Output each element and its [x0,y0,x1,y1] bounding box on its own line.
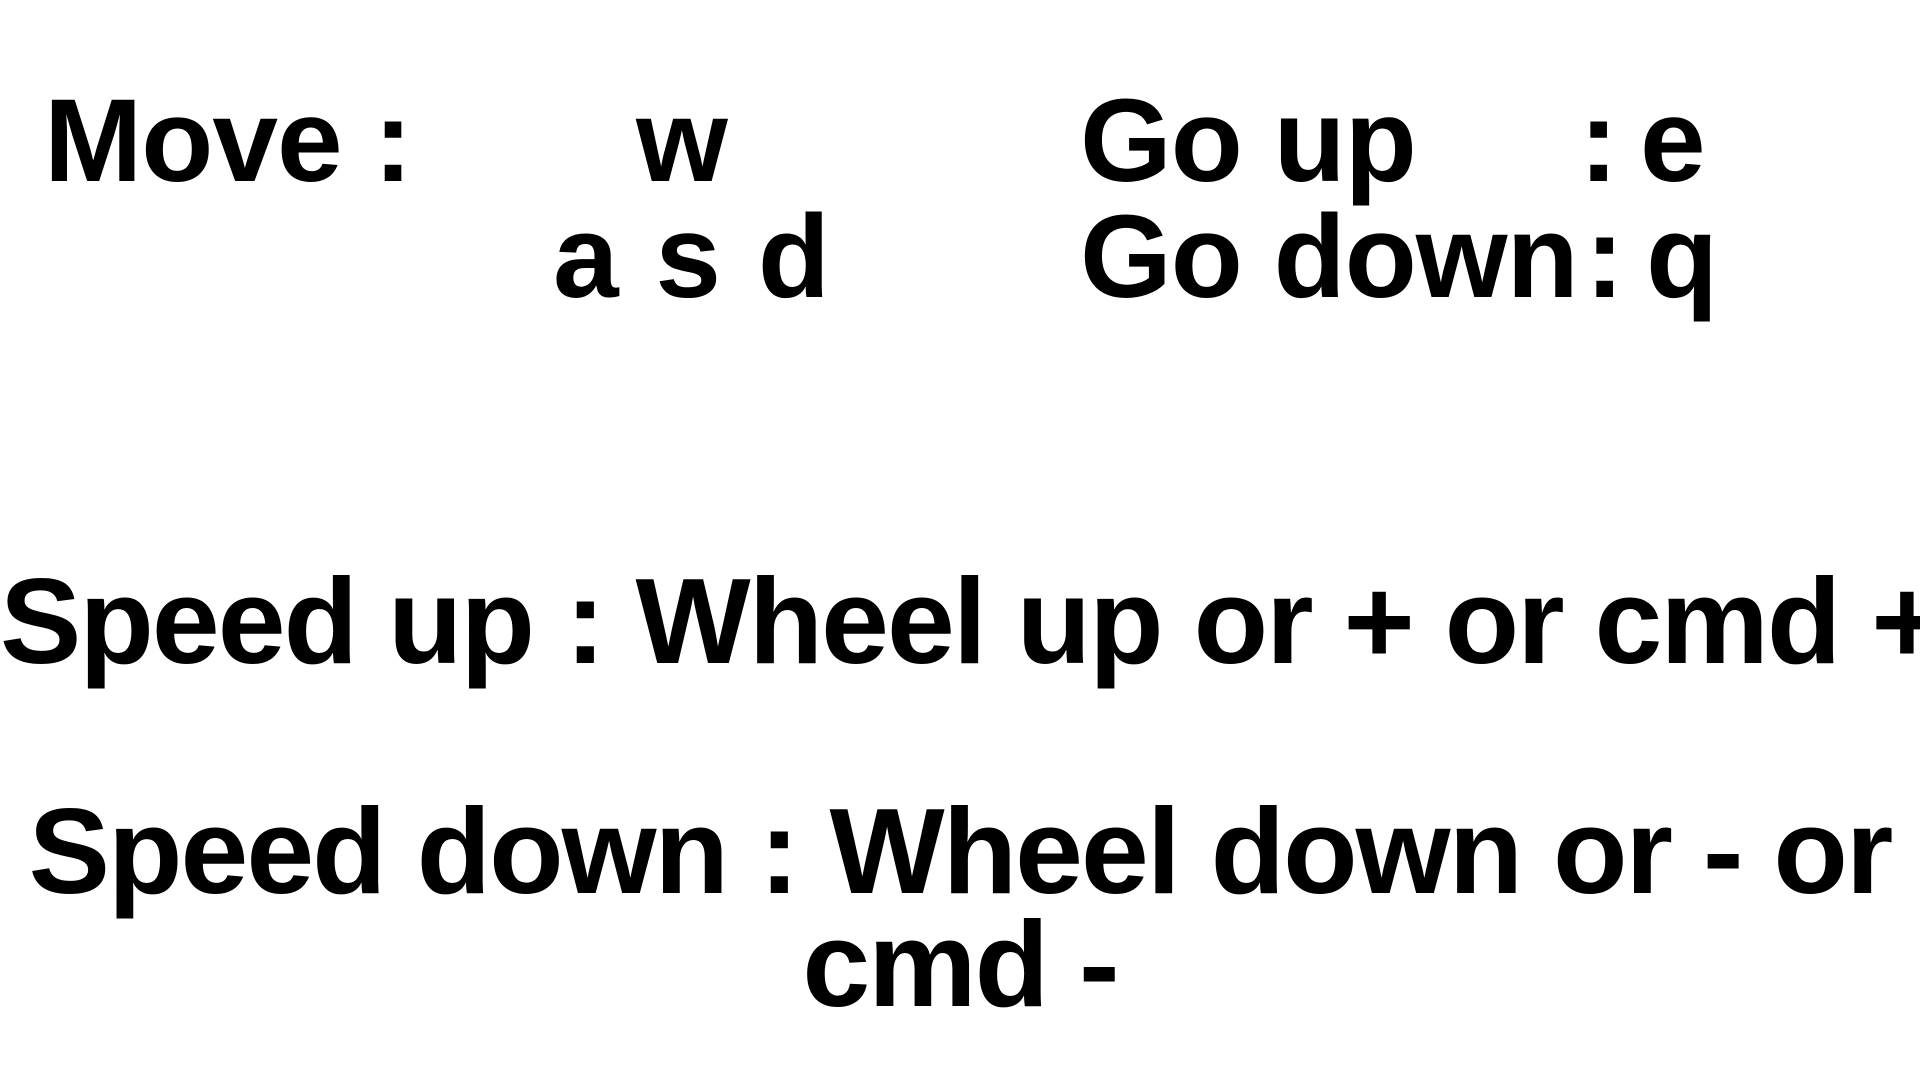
go-up-label: Go up [1080,75,1417,207]
speed-up-instruction: Speed up : Wheel up or + or cmd + [0,553,1920,689]
move-keys-row: a s d [553,191,830,323]
speed-down-instruction-line-2: cmd - [802,896,1119,1032]
go-down-separator: : [1585,191,1624,323]
go-up-key: e [1640,75,1706,207]
speed-down-instruction-line-1: Speed down : Wheel down or - or [28,783,1894,919]
go-down-label: Go down [1080,191,1579,323]
move-label: Move : [44,75,413,207]
move-key-forward: w [636,75,728,207]
go-up-separator: : [1579,75,1618,207]
go-down-key: q [1646,191,1718,323]
